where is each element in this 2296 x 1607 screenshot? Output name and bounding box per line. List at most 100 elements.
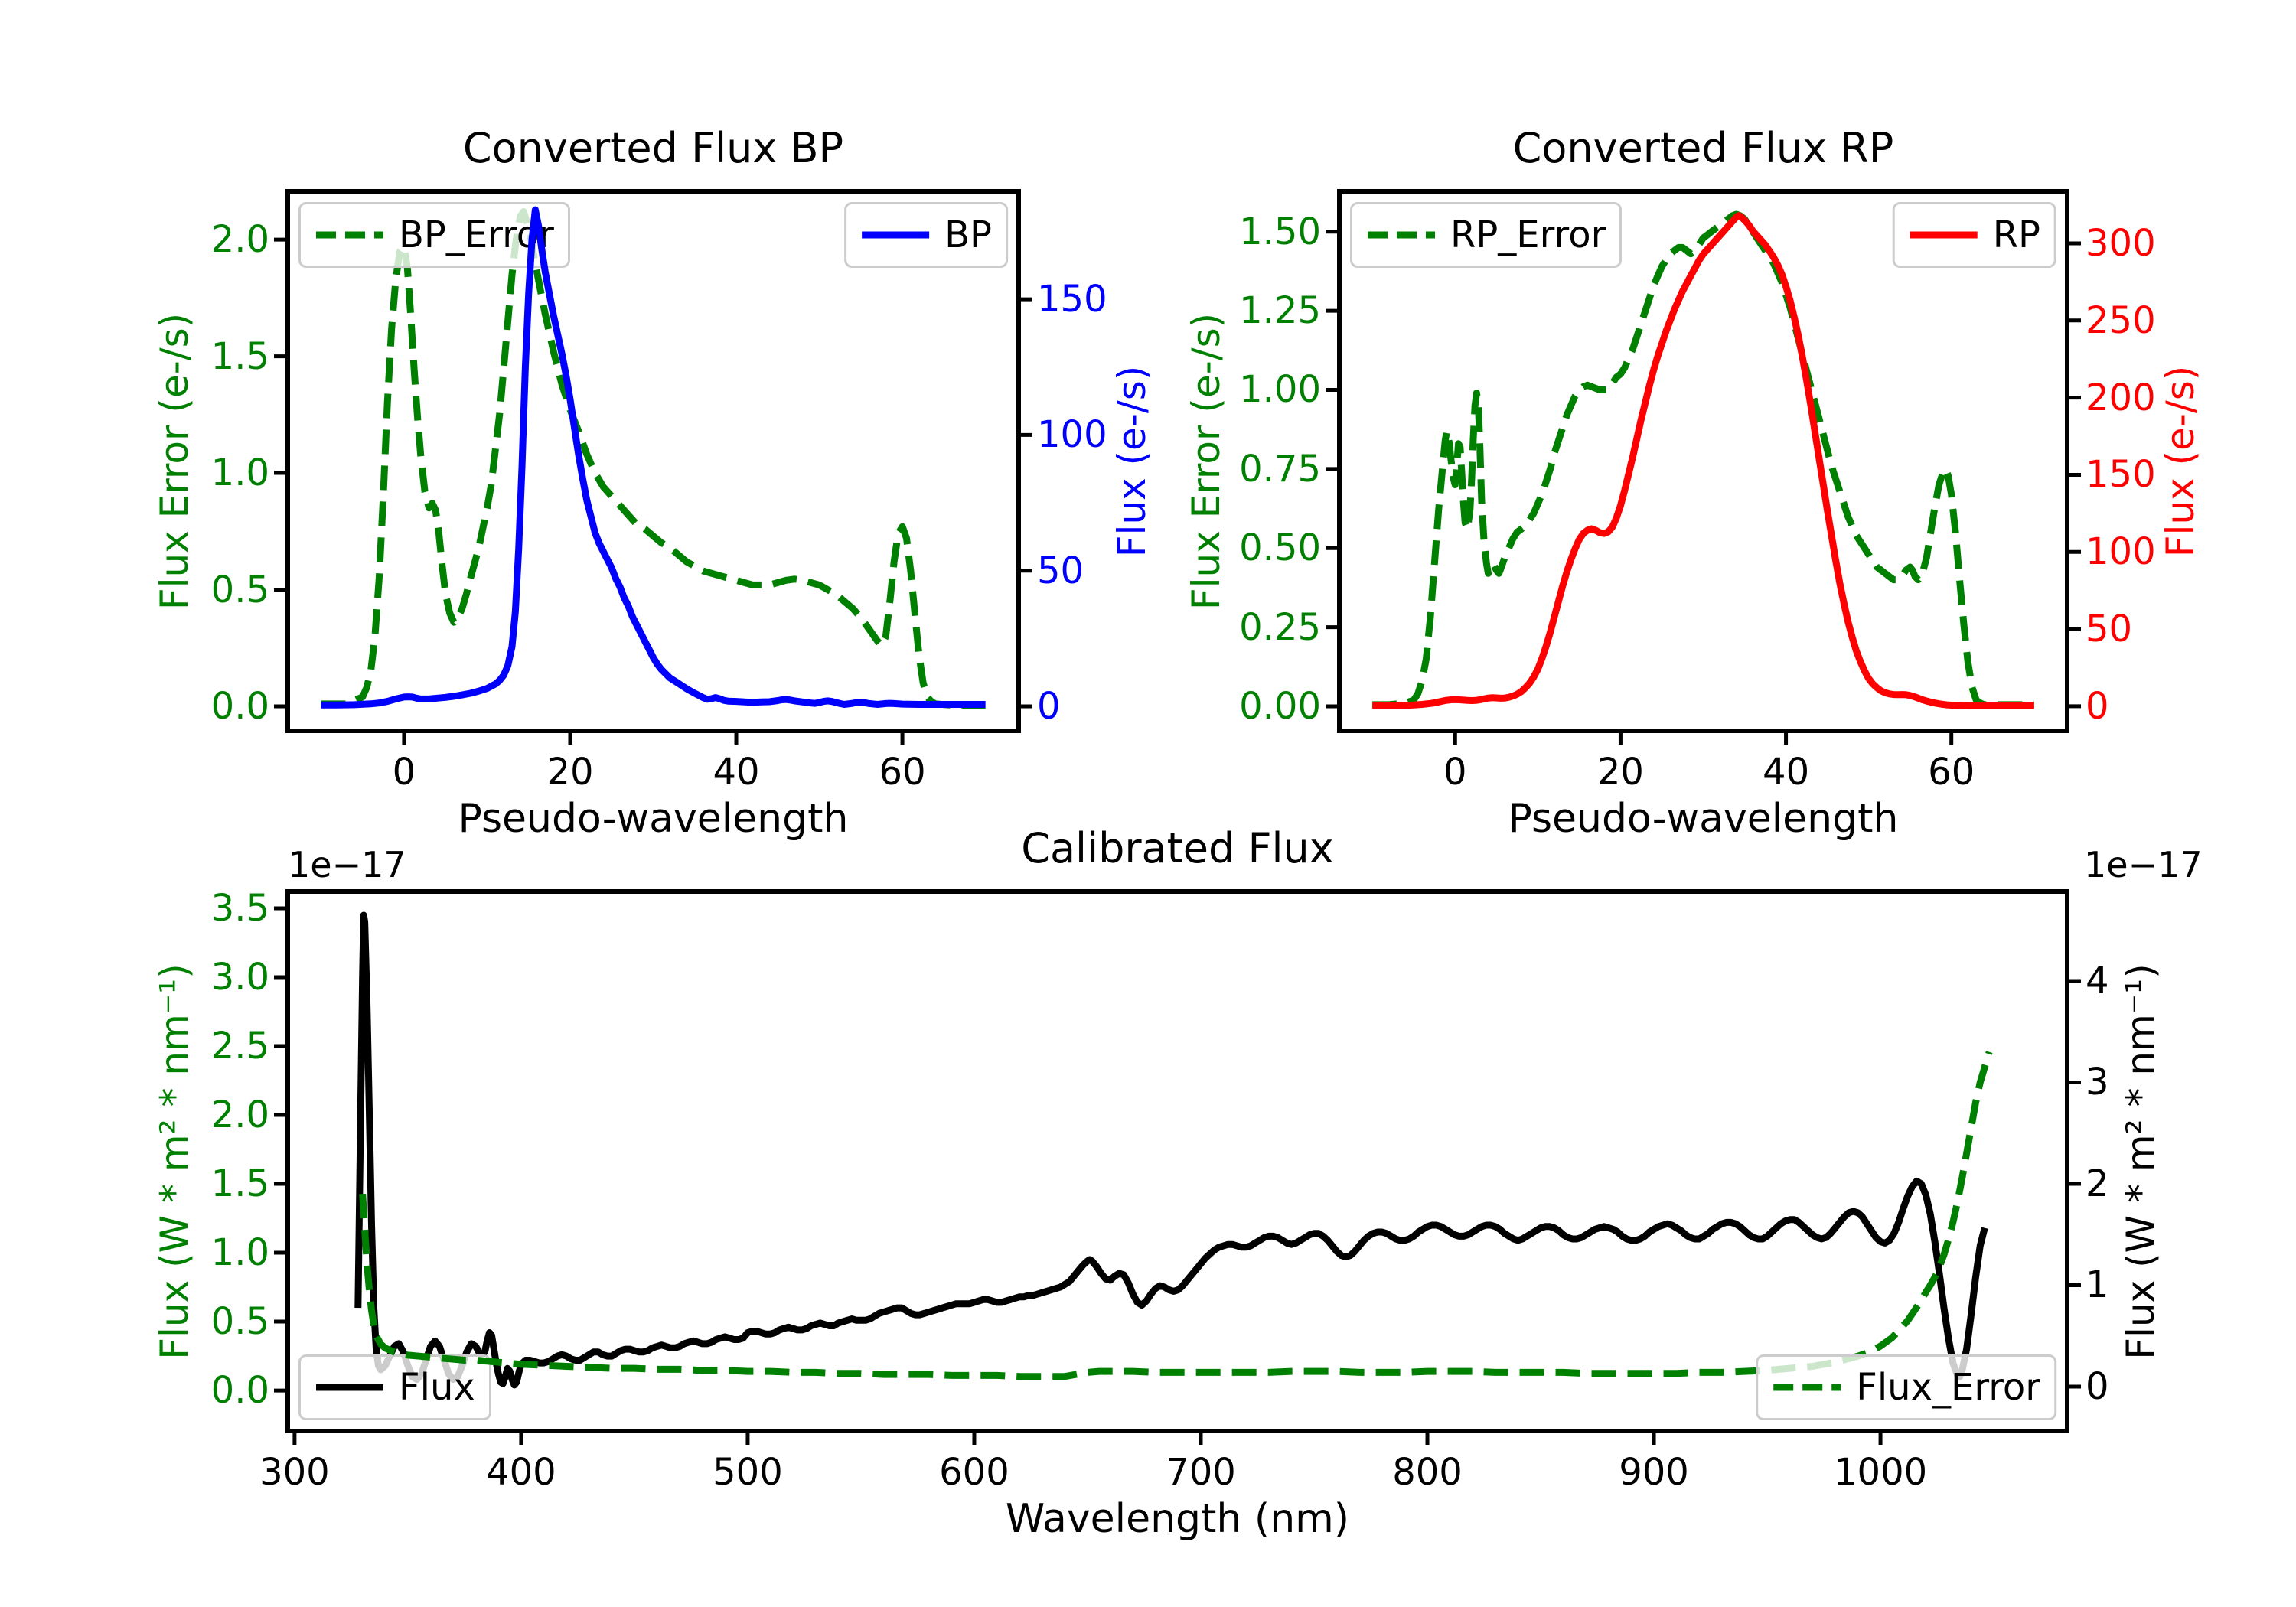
flux-title: Calibrated Flux bbox=[1021, 824, 1334, 872]
flux-x-tick-marks bbox=[292, 1431, 1883, 1445]
bp-left-ytick-label: 1.5 bbox=[210, 334, 269, 378]
legend-line-sample-rp bbox=[1910, 231, 1978, 239]
rp-xtick-label: 40 bbox=[1763, 751, 1810, 794]
bp-right-axis-label: Flux (e-/s) bbox=[1110, 365, 1154, 557]
flux-xtick-label: 1000 bbox=[1833, 1451, 1928, 1494]
legend-label-bp: BP bbox=[944, 214, 992, 256]
flux-xtick-label: 900 bbox=[1619, 1451, 1689, 1494]
bp-xlabel: Pseudo-wavelength bbox=[458, 796, 849, 842]
bp-xtick-label: 0 bbox=[392, 751, 416, 794]
rp-spines bbox=[1337, 189, 2069, 733]
legend-flux: Flux bbox=[298, 1354, 491, 1420]
bp-x-tick-marks bbox=[402, 731, 905, 745]
flux-curve bbox=[354, 911, 1988, 1389]
legend-label-flux-error: Flux_Error bbox=[1856, 1366, 2040, 1409]
flux-left-ytick-label: 2.5 bbox=[210, 1024, 269, 1068]
flux-right-ytick-label: 2 bbox=[2086, 1162, 2109, 1205]
flux-right-axis-label: Flux (W * m² * nm⁻¹) bbox=[2118, 963, 2163, 1360]
bp-right-ytick-label: 150 bbox=[1037, 278, 1107, 321]
flux-left-ytick-label: 1.0 bbox=[210, 1231, 269, 1275]
bp-xtick-label: 60 bbox=[879, 751, 926, 794]
rp-right-tick-marks bbox=[2067, 241, 2081, 709]
legend-flux-error: Flux_Error bbox=[1756, 1354, 2056, 1420]
bp-right-ytick-label: 0 bbox=[1037, 684, 1061, 728]
legend-line-sample-bp bbox=[862, 231, 930, 239]
flux-right-offset-text: 1e−17 bbox=[2084, 844, 2203, 885]
rp-left-ytick-label: 0.25 bbox=[1239, 605, 1321, 649]
rp-right-ytick-label: 250 bbox=[2086, 298, 2156, 342]
flux-xtick-label: 800 bbox=[1392, 1451, 1463, 1494]
flux-error-curve bbox=[359, 1051, 1993, 1380]
flux-left-ytick-label: 0.0 bbox=[210, 1369, 269, 1413]
legend-label-bp-error: BP_Error bbox=[399, 214, 554, 256]
rp-error-curve bbox=[1372, 210, 2034, 709]
rp-right-ytick-label: 100 bbox=[2086, 530, 2156, 574]
flux-left-ytick-label: 1.5 bbox=[210, 1162, 269, 1206]
rp-right-ytick-label: 200 bbox=[2086, 376, 2156, 419]
flux-left-axis-label: Flux (W * m² * nm⁻¹) bbox=[152, 963, 197, 1360]
rp-right-ytick-label: 150 bbox=[2086, 453, 2156, 497]
flux-right-ytick-label: 1 bbox=[2086, 1263, 2109, 1307]
legend-rp: RP bbox=[1892, 202, 2056, 268]
legend-line-sample-flux bbox=[316, 1384, 383, 1391]
rp-xtick-label: 0 bbox=[1443, 751, 1467, 794]
flux-right-ytick-label: 3 bbox=[2086, 1061, 2109, 1104]
bp-right-ytick-label: 50 bbox=[1037, 549, 1084, 592]
flux-xtick-label: 500 bbox=[713, 1451, 783, 1494]
flux-right-ytick-label: 0 bbox=[2086, 1364, 2109, 1408]
rp-left-ytick-label: 1.25 bbox=[1239, 289, 1321, 333]
legend-line-sample-rp-error bbox=[1368, 231, 1435, 239]
legend-label-rp-error: RP_Error bbox=[1450, 214, 1606, 256]
flux-xtick-label: 300 bbox=[259, 1451, 330, 1494]
rp-right-ytick-label: 0 bbox=[2086, 684, 2109, 728]
rp-right-ytick-label: 300 bbox=[2086, 221, 2156, 265]
legend-label-rp: RP bbox=[1992, 214, 2040, 256]
flux-xlabel: Wavelength (nm) bbox=[1005, 1496, 1350, 1542]
legend-line-sample-bp-error bbox=[316, 231, 383, 239]
rp-xtick-label: 60 bbox=[1928, 751, 1975, 794]
bp-left-axis-label: Flux Error (e-/s) bbox=[152, 312, 197, 610]
flux-right-ytick-label: 4 bbox=[2086, 959, 2109, 1002]
legend-line-sample-flux-error bbox=[1773, 1384, 1841, 1391]
bp-left-ytick-label: 0.0 bbox=[210, 684, 269, 728]
legend-rp-error: RP_Error bbox=[1350, 202, 1623, 268]
legend-bp: BP bbox=[844, 202, 1008, 268]
bp-right-tick-marks bbox=[1019, 297, 1032, 709]
bp-left-ytick-label: 1.0 bbox=[210, 451, 269, 495]
bp-xtick-label: 20 bbox=[546, 751, 594, 794]
bp-spines bbox=[285, 189, 1021, 733]
flux-left-ytick-label: 3.0 bbox=[210, 955, 269, 999]
bp-xtick-label: 40 bbox=[713, 751, 760, 794]
bp-error-curve bbox=[321, 208, 986, 709]
rp-left-ytick-label: 0.75 bbox=[1239, 447, 1321, 491]
flux-left-ytick-label: 0.5 bbox=[210, 1300, 269, 1344]
bp-left-ytick-label: 0.5 bbox=[210, 568, 269, 611]
legend-bp-error: BP_Error bbox=[298, 202, 570, 268]
bp-left-ytick-label: 2.0 bbox=[210, 218, 269, 262]
bp-left-tick-marks bbox=[274, 237, 288, 709]
bp-curve bbox=[321, 206, 986, 709]
rp-xlabel: Pseudo-wavelength bbox=[1508, 796, 1899, 842]
flux-spines bbox=[285, 889, 2069, 1433]
flux-left-tick-marks bbox=[274, 906, 288, 1393]
bp-right-ytick-label: 100 bbox=[1037, 413, 1107, 457]
rp-xtick-label: 20 bbox=[1596, 751, 1644, 794]
flux-xtick-label: 600 bbox=[939, 1451, 1009, 1494]
rp-left-axis-label: Flux Error (e-/s) bbox=[1184, 312, 1228, 610]
rp-x-tick-marks bbox=[1453, 731, 1954, 745]
rp-left-ytick-label: 1.00 bbox=[1239, 368, 1321, 412]
rp-left-ytick-label: 0.50 bbox=[1239, 526, 1321, 570]
rp-title: Converted Flux RP bbox=[1512, 124, 1894, 172]
rp-left-tick-marks bbox=[1326, 230, 1339, 709]
bp-title: Converted Flux BP bbox=[462, 124, 844, 172]
legend-label-flux: Flux bbox=[399, 1366, 475, 1409]
rp-right-axis-label: Flux (e-/s) bbox=[2158, 365, 2203, 557]
flux-left-offset-text: 1e−17 bbox=[288, 844, 406, 885]
rp-right-ytick-label: 50 bbox=[2086, 608, 2133, 651]
rp-left-ytick-label: 1.50 bbox=[1239, 210, 1321, 253]
rp-left-ytick-label: 0.00 bbox=[1239, 684, 1321, 728]
flux-xtick-label: 700 bbox=[1166, 1451, 1236, 1494]
flux-right-tick-marks bbox=[2067, 979, 2081, 1389]
flux-left-ytick-label: 2.0 bbox=[210, 1094, 269, 1136]
